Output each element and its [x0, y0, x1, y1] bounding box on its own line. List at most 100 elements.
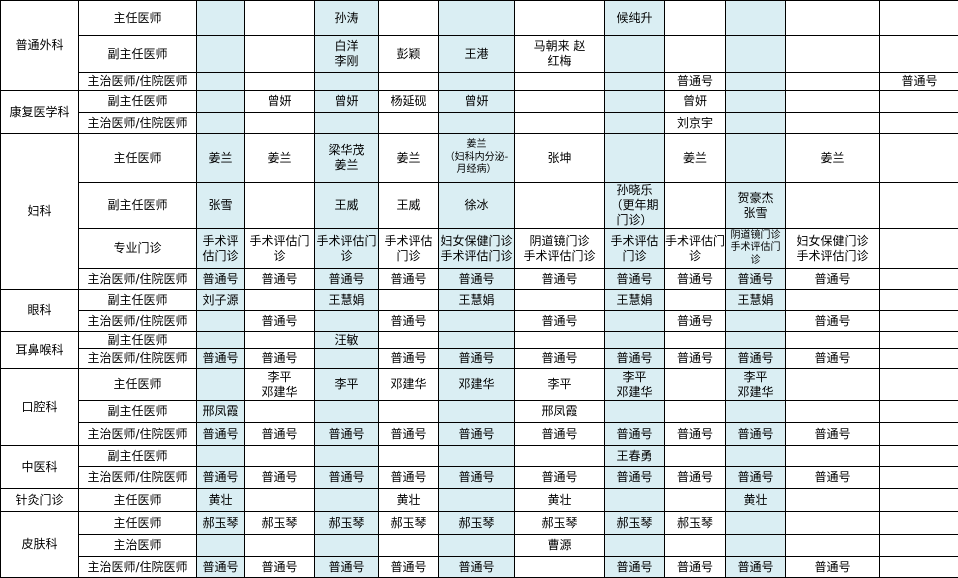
schedule-cell	[665, 1, 726, 36]
schedule-cell	[605, 113, 665, 134]
schedule-cell	[197, 446, 245, 467]
department-label: 中医科	[1, 446, 79, 489]
schedule-cell: 邓建华	[379, 369, 439, 401]
schedule-cell: 李平 邓建华	[726, 369, 786, 401]
schedule-cell	[880, 269, 958, 290]
schedule-cell	[379, 290, 439, 311]
schedule-row: 主治医师/住院医师普通号普通号普通号普通号普通号普通号普通号普通号普通号	[1, 557, 958, 578]
schedule-cell	[315, 489, 379, 512]
schedule-cell: 徐冰	[439, 183, 515, 229]
department-section: 妇科主任医师姜兰姜兰梁华茂 姜兰姜兰姜兰 （妇科内分泌- 月经病）张坤姜兰姜兰副…	[1, 134, 958, 290]
department-label: 眼科	[1, 290, 79, 332]
schedule-cell: 普通号	[439, 557, 515, 578]
department-section: 耳鼻喉科副主任医师汪敏主治医师/住院医师普通号普通号普通号普通号普通号普通号普通…	[1, 332, 958, 369]
schedule-cell	[515, 113, 605, 134]
schedule-cell: 梁华茂 姜兰	[315, 134, 379, 183]
department-section: 中医科副主任医师王春勇主治医师/住院医师普通号普通号普通号普通号普通号普通号普通…	[1, 446, 958, 489]
schedule-cell: 郝玉琴	[197, 512, 245, 535]
staff-title-label: 副主任医师	[79, 36, 197, 73]
schedule-cell: 普通号	[726, 349, 786, 369]
schedule-cell: 郝玉琴	[439, 512, 515, 535]
schedule-cell	[379, 1, 439, 36]
schedule-cell	[786, 489, 880, 512]
schedule-cell	[245, 535, 315, 557]
schedule-cell: 普通号	[197, 349, 245, 369]
schedule-cell	[665, 332, 726, 349]
schedule-row: 皮肤科主任医师郝玉琴郝玉琴郝玉琴郝玉琴郝玉琴郝玉琴郝玉琴郝玉琴	[1, 512, 958, 535]
schedule-cell	[665, 401, 726, 423]
schedule-cell	[665, 183, 726, 229]
schedule-cell: 王慧娟	[726, 290, 786, 311]
schedule-cell: 普通号	[245, 349, 315, 369]
schedule-cell	[245, 446, 315, 467]
schedule-cell	[379, 446, 439, 467]
schedule-cell	[880, 535, 958, 557]
schedule-cell: 王春勇	[605, 446, 665, 467]
schedule-cell	[439, 332, 515, 349]
schedule-cell	[197, 73, 245, 91]
schedule-cell: 姜兰	[379, 134, 439, 183]
schedule-cell	[197, 311, 245, 332]
schedule-cell: 曾妍	[439, 91, 515, 113]
schedule-row: 主治医师/住院医师普通号普通号普通号普通号普通号普通号普通号普通号普通号普通号	[1, 423, 958, 446]
schedule-cell	[786, 446, 880, 467]
schedule-cell	[665, 446, 726, 467]
schedule-cell	[315, 401, 379, 423]
schedule-cell	[880, 349, 958, 369]
schedule-cell: 阴道镜门诊 手术评估门诊	[515, 229, 605, 269]
schedule-cell	[245, 1, 315, 36]
schedule-cell: 妇女保健门诊 手术评估门诊	[439, 229, 515, 269]
schedule-cell	[726, 134, 786, 183]
schedule-cell	[439, 1, 515, 36]
schedule-cell	[245, 73, 315, 91]
schedule-cell	[726, 332, 786, 349]
schedule-cell	[379, 73, 439, 91]
schedule-cell	[786, 535, 880, 557]
schedule-cell	[786, 369, 880, 401]
schedule-cell: 候纯升	[605, 1, 665, 36]
schedule-cell	[197, 36, 245, 73]
schedule-cell	[315, 446, 379, 467]
schedule-cell: 黄壮	[515, 489, 605, 512]
schedule-cell	[379, 535, 439, 557]
schedule-cell	[515, 183, 605, 229]
schedule-cell: 普通号	[665, 557, 726, 578]
schedule-cell: 普通号	[665, 269, 726, 290]
schedule-cell	[880, 36, 958, 73]
staff-title-label: 副主任医师	[79, 446, 197, 467]
schedule-cell: 手术评估门诊	[197, 229, 245, 269]
schedule-cell: 普通号	[726, 467, 786, 489]
schedule-cell: 普通号	[726, 269, 786, 290]
schedule-cell: 姜兰 （妇科内分泌- 月经病）	[439, 134, 515, 183]
schedule-cell: 孙涛	[315, 1, 379, 36]
schedule-cell: 邢凤霞	[197, 401, 245, 423]
department-section: 针灸门诊主任医师黄壮黄壮黄壮黄壮	[1, 489, 958, 512]
schedule-cell	[379, 113, 439, 134]
schedule-cell	[515, 290, 605, 311]
schedule-cell	[245, 113, 315, 134]
schedule-cell	[605, 91, 665, 113]
schedule-cell: 曾妍	[315, 91, 379, 113]
schedule-cell: 普通号	[379, 349, 439, 369]
staff-title-label: 副主任医师	[79, 290, 197, 311]
schedule-cell: 刘京宇	[665, 113, 726, 134]
schedule-cell	[786, 113, 880, 134]
schedule-cell	[726, 446, 786, 467]
schedule-cell	[605, 401, 665, 423]
schedule-cell	[880, 369, 958, 401]
schedule-cell: 普通号	[880, 73, 958, 91]
schedule-cell	[880, 557, 958, 578]
schedule-cell	[515, 1, 605, 36]
schedule-cell	[880, 467, 958, 489]
schedule-cell: 普通号	[379, 467, 439, 489]
schedule-cell	[665, 369, 726, 401]
schedule-cell	[605, 311, 665, 332]
schedule-cell	[880, 183, 958, 229]
schedule-cell	[880, 489, 958, 512]
schedule-cell: 郝玉琴	[315, 512, 379, 535]
staff-title-label: 主任医师	[79, 512, 197, 535]
schedule-cell	[197, 113, 245, 134]
schedule-cell	[515, 446, 605, 467]
department-section: 普通外科主任医师孙涛候纯升副主任医师白洋 李刚彭颖王港马朝来 赵 红梅主治医师/…	[1, 1, 958, 91]
